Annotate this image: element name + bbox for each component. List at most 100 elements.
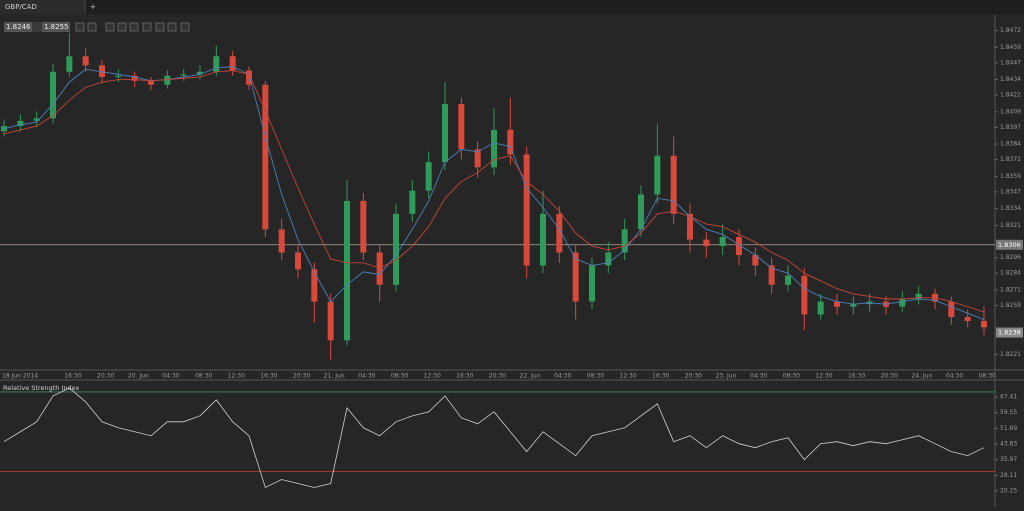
- x-tick-label: 08:30: [195, 373, 212, 380]
- x-tick-label: 08:30: [391, 373, 408, 380]
- candle-body: [703, 239, 710, 247]
- y-tick-label: 1.8284: [1000, 270, 1021, 277]
- x-tick-label: 21. Jun: [324, 373, 345, 380]
- x-tick-label: 08:30: [587, 373, 604, 380]
- y-tick-label: 1.8384: [1000, 141, 1021, 148]
- candle-body: [262, 84, 269, 230]
- period-button[interactable]: [142, 22, 152, 32]
- x-tick-label: 08:30: [979, 373, 996, 380]
- y-tick-label: 1.8221: [1000, 351, 1021, 358]
- x-tick-label: 23. Jun: [716, 373, 737, 380]
- candle-body: [148, 80, 154, 85]
- candle-body: [915, 293, 922, 299]
- zoom-out-button[interactable]: [87, 22, 97, 32]
- x-tick-label: 20:30: [489, 373, 506, 380]
- indicators-button[interactable]: [129, 22, 139, 32]
- x-tick-label: 16:30: [848, 373, 865, 380]
- candle-body: [131, 75, 138, 81]
- candle-body: [197, 71, 203, 75]
- rsi-line: [3, 387, 985, 489]
- candle-body: [164, 75, 171, 85]
- candle-body: [834, 301, 840, 307]
- candle-body: [621, 229, 628, 253]
- candle-body: [736, 237, 742, 256]
- candle-body: [687, 213, 693, 240]
- x-tick-label: 18 Jun 2014: [2, 373, 38, 380]
- candle-body: [572, 252, 579, 302]
- candle-body: [360, 200, 367, 253]
- x-tick-label: 04:30: [750, 373, 767, 380]
- new-tab-button[interactable]: +: [90, 3, 96, 11]
- chart-type-button[interactable]: [105, 22, 115, 32]
- tab-title: GBP/CAD: [5, 3, 37, 11]
- y-tick-label: 1.8321: [1000, 222, 1021, 229]
- candle-body: [33, 118, 40, 121]
- candle-body: [442, 104, 448, 163]
- moving-average-line: [3, 66, 985, 321]
- candle-body: [82, 56, 89, 66]
- tab[interactable]: [0, 0, 85, 14]
- candle-body: [719, 237, 726, 247]
- toolbar: [75, 22, 190, 32]
- y-tick-label: 1.8397: [1000, 124, 1021, 131]
- x-tick-label: 08:30: [783, 373, 800, 380]
- y-tick-label: 1.8359: [1000, 173, 1021, 180]
- x-tick-label: 04:30: [162, 373, 179, 380]
- candle-body: [654, 155, 661, 195]
- candle-body: [99, 65, 105, 77]
- candle-body: [393, 213, 399, 285]
- x-tick-label: 22. Jun: [520, 373, 541, 380]
- candle-body: [17, 120, 24, 127]
- candle-body: [229, 56, 236, 71]
- candle-body: [638, 194, 644, 230]
- moving-average-line: [3, 70, 985, 313]
- x-tick-label: 20:30: [97, 373, 114, 380]
- candle-body: [523, 154, 530, 266]
- candle-body: [66, 56, 73, 72]
- candle-body: [344, 200, 350, 341]
- x-tick-label: 20:30: [685, 373, 702, 380]
- x-tick-label: 20:30: [293, 373, 310, 380]
- y-tick-label: 1.8472: [1000, 27, 1021, 34]
- candle-body: [474, 149, 481, 168]
- y-tick-label: 1.8434: [1000, 76, 1021, 83]
- bid-box: [4, 22, 32, 32]
- candle-body: [295, 252, 301, 270]
- y-tick-label: 1.8271: [1000, 286, 1021, 293]
- rsi-tick-label: 59.55: [1000, 409, 1017, 416]
- tab-bar: [0, 0, 1024, 14]
- x-tick-label: 12:30: [619, 373, 636, 380]
- candle-body: [115, 75, 122, 77]
- rsi-tick-label: 51.69: [1000, 425, 1017, 432]
- draw-button[interactable]: [167, 22, 177, 32]
- rsi-tick-label: 43.83: [1000, 441, 1017, 448]
- candle-body: [785, 275, 791, 285]
- candle-body: [981, 320, 987, 328]
- y-tick-label: 1.8372: [1000, 156, 1021, 163]
- y-tick-label: 1.8296: [1000, 254, 1021, 261]
- zoom-in-button[interactable]: [75, 22, 85, 32]
- rsi-tick-label: 35.97: [1000, 456, 1017, 463]
- x-tick-label: 20. Jun: [128, 373, 149, 380]
- y-tick-label: 1.8409: [1000, 108, 1021, 115]
- candle-body: [278, 229, 285, 253]
- ask-box: [42, 22, 70, 32]
- save-button[interactable]: [155, 22, 165, 32]
- line-tool-button[interactable]: [180, 22, 190, 32]
- candle-body: [409, 190, 416, 214]
- candle-body: [213, 56, 220, 72]
- candle-body: [50, 71, 56, 119]
- candle-body: [556, 213, 563, 253]
- candle-body: [768, 265, 775, 285]
- candle-body: [246, 70, 252, 85]
- candles-button[interactable]: [117, 22, 127, 32]
- candle-body: [899, 299, 906, 307]
- price-line-label: 1.8306: [998, 241, 1021, 249]
- y-tick-label: 1.8259: [1000, 302, 1021, 309]
- x-tick-label: 16:30: [456, 373, 473, 380]
- ask-price: 1.8255: [44, 23, 69, 31]
- candle-body: [491, 129, 497, 168]
- rsi-tick-label: 28.11: [1000, 472, 1017, 479]
- candle-body: [458, 104, 465, 150]
- candle-body: [948, 301, 955, 318]
